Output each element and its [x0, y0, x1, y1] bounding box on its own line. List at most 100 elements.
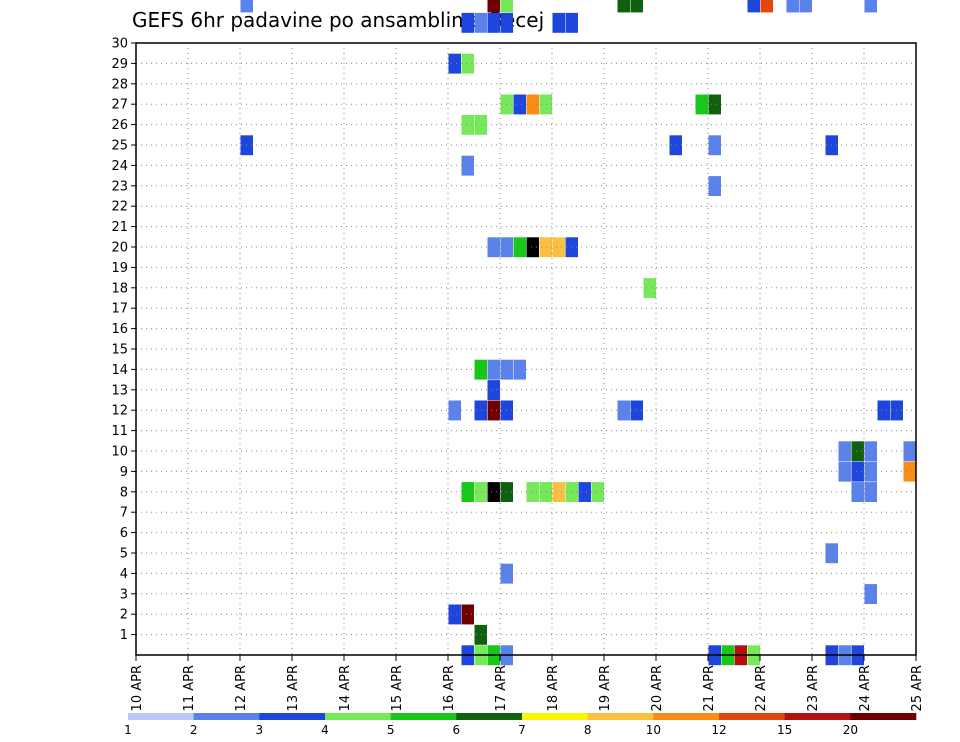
heatmap-cell: [630, 0, 643, 13]
heatmap-cell: [669, 135, 682, 156]
heatmap-cell: [487, 482, 500, 502]
colorbar-label: 20: [843, 723, 858, 737]
y-tick-label: 12: [111, 404, 128, 419]
heatmap-cell: [487, 359, 500, 380]
heatmap-cell: [799, 0, 812, 13]
heatmap-cell: [552, 237, 565, 258]
colorbar-swatch: [325, 713, 391, 720]
colorbar-swatch: [784, 713, 851, 720]
heatmap-cell: [708, 135, 721, 156]
heatmap-cell: [565, 12, 578, 33]
y-tick-label: 26: [111, 118, 128, 133]
colorbar-label: 5: [387, 723, 395, 737]
y-tick-label: 18: [111, 281, 128, 296]
y-tick-label: 8: [120, 485, 128, 500]
y-tick-label: 7: [120, 506, 128, 521]
y-tick-label: 19: [111, 261, 128, 276]
heatmap-cell: [864, 584, 877, 604]
heatmap-cell: [617, 0, 630, 13]
heatmap-cell: [838, 461, 851, 482]
heatmap-cell: [864, 461, 877, 482]
heatmap-cell: [513, 94, 526, 115]
heatmap-cell: [526, 94, 539, 115]
heatmap-cell: [474, 624, 487, 645]
heatmap-cell: [448, 400, 461, 421]
heatmap-cell: [539, 482, 552, 502]
heatmap-cell: [903, 441, 916, 462]
y-tick-label: 6: [120, 526, 128, 541]
heatmap-cell: [474, 400, 487, 421]
x-tick-label: 13 APR: [286, 665, 301, 711]
heatmap-cell: [461, 482, 474, 502]
heatmap-cell: [487, 0, 500, 13]
heatmap-cell: [903, 461, 916, 482]
heatmap-cell: [513, 359, 526, 380]
colorbar-label: 1: [124, 723, 132, 737]
colorbar-label: 15: [777, 723, 792, 737]
x-tick-label: 20 APR: [650, 665, 665, 711]
y-tick-label: 21: [111, 220, 128, 235]
y-tick-label: 13: [111, 383, 128, 398]
x-tick-label: 11 APR: [182, 665, 197, 711]
heatmap-cell: [851, 482, 864, 502]
heatmap-cell: [864, 0, 877, 13]
y-tick-label: 27: [111, 98, 128, 113]
heatmap-cell: [708, 94, 721, 115]
y-tick-label: 1: [120, 628, 128, 643]
y-tick-label: 20: [111, 241, 128, 256]
y-tick-label: 29: [111, 57, 128, 72]
heatmap-cell: [513, 237, 526, 258]
y-tick-label: 30: [111, 37, 128, 52]
heatmap-cell: [461, 114, 474, 135]
heatmap-cell: [487, 12, 500, 33]
heatmap-cell: [786, 0, 799, 13]
heatmap-cell: [500, 0, 513, 13]
y-tick-label: 23: [111, 179, 128, 194]
colorbar-swatch: [522, 713, 588, 720]
colorbar-swatch: [193, 713, 260, 720]
y-tick-label: 10: [111, 445, 128, 460]
y-tick-label: 28: [111, 77, 128, 92]
heatmap-cell: [474, 482, 487, 502]
y-tick-label: 16: [111, 322, 128, 337]
x-tick-label: 10 APR: [130, 665, 145, 711]
colorbar-label: 8: [584, 723, 592, 737]
heatmap-cell: [578, 482, 591, 502]
x-tick-label: 18 APR: [546, 665, 561, 711]
heatmap-cell: [552, 482, 565, 502]
colorbar-swatch: [390, 713, 457, 720]
colorbar-label: 6: [453, 723, 461, 737]
y-tick-label: 15: [111, 343, 128, 358]
y-tick-label: 17: [111, 302, 128, 317]
heatmap-cell: [474, 359, 487, 380]
heatmap-cell: [851, 441, 864, 462]
x-tick-label: 19 APR: [598, 665, 613, 711]
heatmap-cell: [448, 53, 461, 74]
y-tick-label: 5: [120, 547, 128, 562]
colorbar-label: 7: [518, 723, 526, 737]
heatmap-cell: [552, 12, 565, 33]
heatmap-cell: [643, 278, 656, 298]
y-tick-label: 4: [120, 567, 128, 582]
x-tick-label: 16 APR: [442, 665, 457, 711]
heatmap-cell: [526, 482, 539, 502]
heatmap-cell: [760, 0, 773, 13]
colorbar-swatch: [128, 713, 194, 720]
heatmap-cell: [838, 441, 851, 462]
heatmap-cell: [539, 94, 552, 115]
heatmap-cell: [448, 604, 461, 625]
heatmap-cell: [461, 155, 474, 176]
y-tick-label: 2: [120, 608, 128, 623]
x-tick-label: 23 APR: [806, 665, 821, 711]
y-tick-label: 24: [111, 159, 128, 174]
heatmap-cell: [747, 0, 760, 13]
heatmap-cell: [617, 400, 630, 421]
heatmap-cell: [487, 380, 500, 400]
y-tick-label: 11: [111, 424, 128, 439]
y-tick-label: 3: [120, 587, 128, 602]
colorbar-swatch: [456, 713, 523, 720]
heatmap-cell: [461, 53, 474, 74]
colorbar-swatch: [587, 713, 654, 720]
heatmap-cell: [591, 482, 604, 502]
x-tick-label: 14 APR: [338, 665, 353, 711]
